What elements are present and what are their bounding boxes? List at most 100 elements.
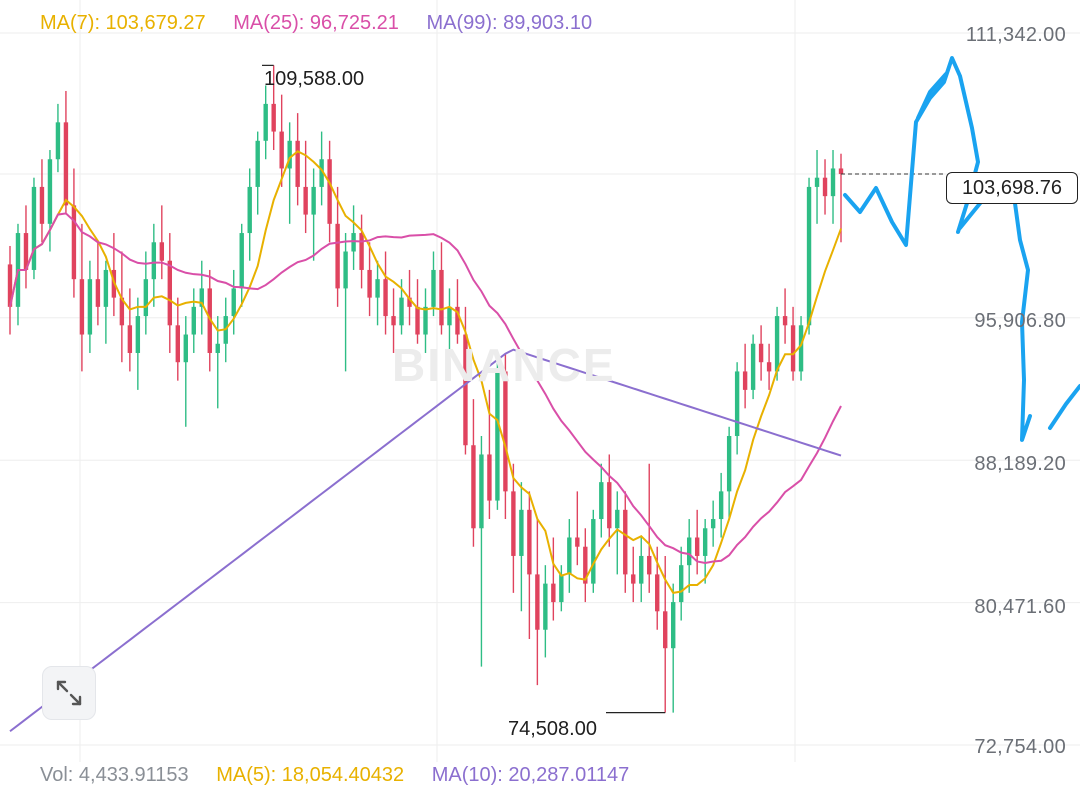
candle-body <box>527 509 532 575</box>
high-low-markers <box>262 64 666 714</box>
candle-body <box>734 371 740 437</box>
candle-body <box>399 297 404 326</box>
candle-body <box>143 279 149 317</box>
candle-body <box>303 186 308 215</box>
candle-body <box>39 186 45 224</box>
volume-ma5-label: MA(5): 18,054.40432 <box>216 764 405 786</box>
price-axis-label: 95,906.80 <box>974 310 1066 332</box>
candle-body <box>247 186 252 234</box>
candle-body <box>215 343 220 353</box>
candle-body <box>503 371 508 492</box>
candle-body <box>263 103 268 141</box>
ma99-line <box>9 348 842 733</box>
candle-body <box>535 574 540 630</box>
ma25-label: MA(25): 96,725.21 <box>233 12 399 34</box>
binance-watermark: BINANCE <box>392 339 616 391</box>
volume-ma10-label: MA(10): 20,287.01147 <box>431 764 630 786</box>
candle-body <box>31 186 37 270</box>
candle-body <box>455 306 460 335</box>
candle-body <box>471 445 476 529</box>
candle-body <box>391 316 396 326</box>
candle-body <box>575 537 580 547</box>
candle-body <box>375 279 380 298</box>
candle-body <box>639 555 644 584</box>
expand-button[interactable] <box>42 666 96 720</box>
candle-body <box>295 140 300 187</box>
candle-body <box>631 574 636 584</box>
ma7-label: MA(7): 103,679.27 <box>40 12 206 34</box>
low-annotation: 74,508.00 <box>508 718 597 740</box>
candle-body <box>119 297 125 326</box>
candle-body <box>710 519 716 529</box>
candle-body <box>822 177 828 197</box>
candle-body <box>431 269 436 307</box>
candle-body <box>814 177 820 187</box>
candle-body <box>311 186 316 215</box>
hand-drawn-projection <box>843 56 1080 442</box>
candle-body <box>551 583 556 603</box>
current-price-value: 103,698.76 <box>961 176 1063 199</box>
drawing-stroke <box>843 56 980 247</box>
candle-body <box>383 279 388 317</box>
candle-body <box>726 436 732 492</box>
candle-body <box>327 159 332 224</box>
candle-body <box>655 574 660 612</box>
candle-body <box>71 205 77 280</box>
price-axis-label: 80,471.60 <box>974 596 1066 618</box>
candle-body <box>151 242 157 280</box>
candle-body <box>782 316 788 326</box>
candle-body <box>47 159 53 224</box>
candle-body <box>790 325 796 372</box>
candle-body <box>838 168 844 175</box>
candle-body <box>159 242 165 261</box>
price-axis-label: 111,342.00 <box>965 24 1066 46</box>
candle-body <box>615 509 620 529</box>
candle-body <box>543 583 548 630</box>
candle-body <box>127 325 133 353</box>
candle-body <box>623 509 628 575</box>
candle-body <box>487 454 492 501</box>
candle-body <box>63 122 69 206</box>
candle-body <box>23 233 29 270</box>
candle-body <box>175 325 180 363</box>
candle-body <box>103 269 109 307</box>
current-price-tag: 103,698.76 <box>946 172 1078 204</box>
candle-body <box>671 602 676 649</box>
candle-body <box>758 343 764 363</box>
volume-label: Vol: 4,433.91153 <box>40 764 189 786</box>
candle-body <box>750 343 756 390</box>
candle-body <box>591 519 596 584</box>
candle-body <box>335 223 340 289</box>
candle-body <box>567 537 572 575</box>
candle-body <box>239 233 244 289</box>
candle-body <box>87 279 93 335</box>
candle-body <box>774 316 780 372</box>
candle-body <box>415 306 420 335</box>
volume-legend: Vol: 4,433.91153 MA(5): 18,054.40432 MA(… <box>40 764 651 787</box>
candle-body <box>7 264 13 307</box>
candle-body <box>271 103 276 132</box>
candle-body <box>183 334 188 363</box>
ma25-line <box>9 212 842 564</box>
candle-body <box>718 491 724 520</box>
candle-body <box>742 371 748 390</box>
ma-legend: MA(7): 103,679.27 MA(25): 96,725.21 MA(9… <box>40 12 614 35</box>
candle-body <box>830 168 836 197</box>
candle-body <box>447 306 452 326</box>
candle-body <box>694 537 700 556</box>
candle-body <box>207 288 212 353</box>
price-axis-label: 72,754.00 <box>974 736 1066 758</box>
candle-body <box>55 122 61 160</box>
candle-body <box>439 269 444 326</box>
candle-body <box>367 269 372 298</box>
candle-body <box>511 491 516 556</box>
candle-body <box>407 297 412 307</box>
high-annotation: 109,588.00 <box>264 68 365 90</box>
ma99-label: MA(99): 89,903.10 <box>426 12 593 34</box>
candle-body <box>95 279 101 307</box>
candle-body <box>806 186 812 326</box>
expand-arrows-icon <box>56 680 82 706</box>
candle-body <box>359 233 364 270</box>
candle-body <box>231 288 236 317</box>
